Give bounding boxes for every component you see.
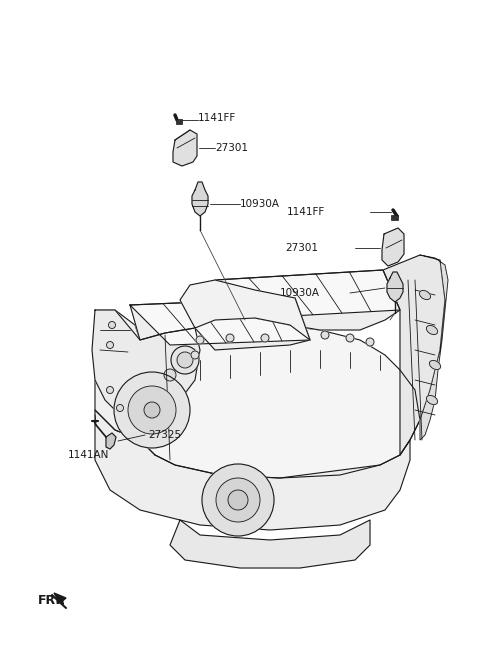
Text: 27301: 27301 bbox=[285, 243, 318, 253]
Text: 1141AN: 1141AN bbox=[68, 450, 109, 460]
Polygon shape bbox=[180, 280, 310, 340]
Polygon shape bbox=[215, 270, 400, 318]
Circle shape bbox=[366, 338, 374, 346]
Ellipse shape bbox=[426, 326, 438, 335]
Circle shape bbox=[216, 478, 260, 522]
Polygon shape bbox=[95, 410, 410, 530]
Circle shape bbox=[191, 351, 199, 359]
Polygon shape bbox=[387, 272, 403, 302]
Polygon shape bbox=[92, 310, 200, 420]
Text: 27301: 27301 bbox=[215, 143, 248, 153]
Circle shape bbox=[177, 352, 193, 368]
Polygon shape bbox=[106, 433, 116, 449]
Text: 1141FF: 1141FF bbox=[287, 207, 325, 217]
Text: 10930A: 10930A bbox=[280, 288, 320, 298]
Text: 27325: 27325 bbox=[148, 430, 181, 440]
Bar bbox=[176, 119, 182, 124]
Polygon shape bbox=[130, 298, 310, 350]
Circle shape bbox=[164, 369, 176, 381]
Text: 1141FF: 1141FF bbox=[198, 113, 236, 123]
Ellipse shape bbox=[426, 396, 438, 405]
Circle shape bbox=[226, 334, 234, 342]
Polygon shape bbox=[170, 520, 370, 568]
Circle shape bbox=[107, 386, 113, 394]
Text: FR.: FR. bbox=[38, 593, 61, 607]
Circle shape bbox=[114, 372, 190, 448]
Ellipse shape bbox=[420, 290, 431, 299]
Polygon shape bbox=[125, 325, 420, 478]
Polygon shape bbox=[215, 270, 400, 330]
Polygon shape bbox=[173, 130, 197, 166]
Polygon shape bbox=[382, 228, 404, 266]
Circle shape bbox=[202, 464, 274, 536]
Polygon shape bbox=[130, 298, 310, 345]
Circle shape bbox=[346, 334, 354, 342]
Polygon shape bbox=[383, 255, 445, 455]
Bar bbox=[391, 215, 398, 220]
Circle shape bbox=[171, 346, 199, 374]
Circle shape bbox=[144, 402, 160, 418]
Polygon shape bbox=[54, 593, 66, 603]
Polygon shape bbox=[420, 255, 448, 440]
Polygon shape bbox=[192, 182, 208, 216]
Text: 10930A: 10930A bbox=[240, 199, 280, 209]
Circle shape bbox=[261, 334, 269, 342]
Circle shape bbox=[228, 490, 248, 510]
Circle shape bbox=[117, 405, 123, 411]
Circle shape bbox=[321, 331, 329, 339]
Ellipse shape bbox=[430, 360, 441, 369]
Circle shape bbox=[108, 322, 116, 329]
Circle shape bbox=[196, 336, 204, 344]
Polygon shape bbox=[95, 310, 160, 440]
Circle shape bbox=[107, 341, 113, 348]
Circle shape bbox=[128, 386, 176, 434]
